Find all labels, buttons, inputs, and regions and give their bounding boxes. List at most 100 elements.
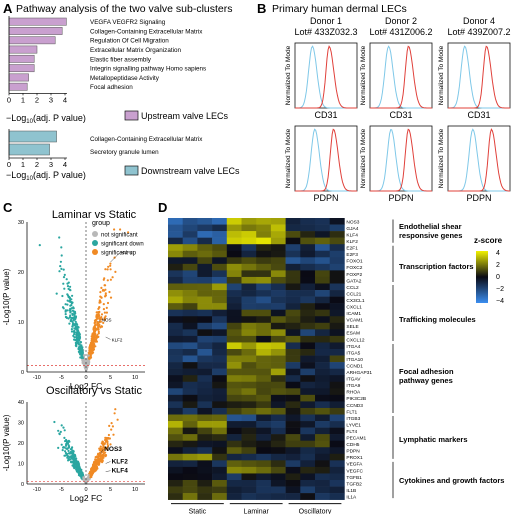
heatmap-cell: [197, 414, 213, 422]
marker-label: CD31: [389, 110, 412, 120]
heatmap-cell: [329, 218, 345, 225]
heatmap-cell: [285, 388, 301, 396]
heatmap-cell: [241, 335, 257, 343]
volcano-point: [60, 424, 63, 427]
heatmap-cell: [212, 218, 228, 225]
volcano-point: [93, 334, 97, 337]
heatmap-cell: [197, 250, 213, 258]
heatmap-cell: [168, 231, 183, 238]
heatmap-cell: [182, 257, 198, 265]
heatmap-cell: [270, 381, 286, 389]
volcano-x-label: Log2 FC: [70, 381, 103, 391]
gene-label: ITGA4: [346, 344, 360, 350]
heatmap-cell: [241, 460, 257, 468]
heatmap-cell: [300, 257, 316, 265]
volcano-point: [107, 433, 110, 437]
y-axis-label: Normalized To Mode: [360, 45, 367, 105]
heatmap-cell: [270, 434, 286, 441]
heatmap-cell: [212, 290, 228, 297]
heatmap-cell: [212, 453, 228, 461]
heatmap-cell: [182, 290, 198, 297]
heatmap-cell: [300, 276, 316, 284]
volcano-point: [94, 332, 97, 335]
volcano-point: [61, 449, 64, 452]
upstream-bar: [8, 27, 63, 35]
volcano-point: [105, 436, 108, 440]
category-label: Transcription factors: [399, 262, 474, 271]
volcano-point: [58, 432, 61, 435]
heatmap-cell: [197, 460, 213, 468]
heatmap-cell: [329, 296, 345, 304]
heatmap-cell: [315, 375, 330, 383]
heatmap-cell: [256, 434, 272, 441]
volcano-point: [60, 267, 63, 270]
heatmap-cell: [285, 244, 301, 252]
volcano-point: [113, 228, 116, 231]
heatmap-cell: [329, 480, 345, 487]
gene-label: IL1A: [346, 494, 357, 500]
heatmap-cell: [256, 276, 272, 284]
volcano-point: [106, 448, 109, 451]
volcano-point: [78, 335, 81, 338]
heatmap-cell: [212, 231, 228, 238]
heatmap-cell: [182, 250, 198, 258]
heatmap-cell: [329, 493, 345, 500]
gene-label: CCL21: [346, 291, 361, 297]
volcano-point: [98, 447, 101, 450]
heatmap-cell: [285, 486, 301, 494]
heatmap-cell: [270, 394, 286, 402]
heatmap-cell: [256, 296, 272, 304]
volcano-point: [103, 277, 106, 280]
heatmap-cell: [182, 394, 198, 402]
heatmap-cell: [300, 231, 316, 238]
heatmap-cell: [226, 290, 242, 297]
heatmap-cell: [329, 257, 345, 265]
heatmap-cell: [212, 368, 228, 376]
heatmap-cell: [212, 316, 228, 324]
heatmap-cell: [300, 309, 316, 317]
heatmap-cell: [226, 329, 242, 337]
heatmap-cell: [182, 493, 198, 500]
upstream-bar: [8, 17, 67, 26]
volcano-point: [109, 264, 112, 267]
heatmap-cell: [270, 460, 286, 468]
heatmap-cell: [212, 237, 228, 245]
heatmap-cell: [226, 473, 242, 481]
heatmap-cell: [315, 421, 330, 428]
volcano-point: [78, 343, 81, 346]
heatmap-cell: [226, 381, 242, 389]
volcano-point: [104, 284, 107, 287]
gene-label: FOXO1: [346, 259, 363, 265]
volcano-point: [71, 294, 74, 297]
heatmap-cell: [315, 460, 330, 468]
volcano-point: [81, 474, 85, 477]
heatmap-cell: [270, 421, 286, 428]
volcano-point: [73, 310, 77, 313]
heatmap-cell: [226, 218, 242, 225]
heatmap-cell: [182, 237, 198, 245]
volcano-point: [90, 470, 93, 474]
y-axis-label: Normalized To Mode: [438, 128, 445, 188]
volcano-point: [72, 307, 75, 310]
heatmap-cell: [285, 394, 301, 402]
volcano-point: [67, 449, 70, 452]
heatmap-cell: [270, 224, 286, 232]
heatmap-cell: [212, 250, 228, 258]
volcano-point: [76, 342, 79, 345]
heatmap-cell: [226, 480, 242, 487]
volcano-point: [71, 457, 74, 460]
volcano-point: [111, 276, 114, 279]
volcano-point: [63, 273, 66, 276]
downstream-legend-swatch: [124, 165, 139, 176]
heatmap-cell: [270, 296, 286, 304]
heatmap-cell: [285, 270, 301, 278]
heatmap-cell: [329, 368, 345, 376]
heatmap-cell: [226, 296, 242, 304]
heatmap-cell: [212, 440, 228, 448]
heatmap-cell: [241, 421, 257, 428]
heatmap-cell: [329, 335, 345, 343]
volcano-point: [90, 341, 93, 344]
volcano-point: [88, 346, 91, 349]
heatmap-cell: [197, 237, 213, 245]
